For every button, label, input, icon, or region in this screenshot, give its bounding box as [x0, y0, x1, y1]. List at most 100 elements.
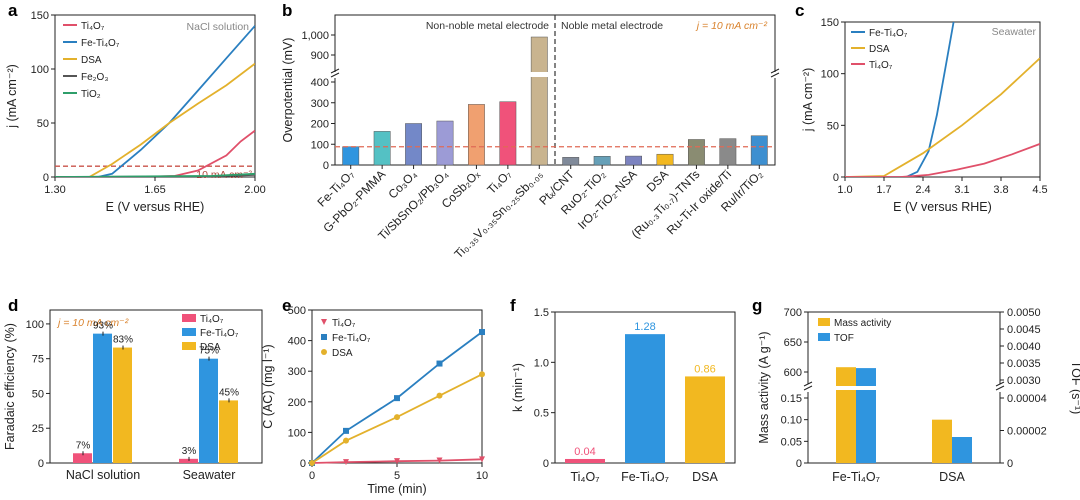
panel-d-y-tick-label: 100 — [26, 319, 44, 331]
panel-e-y-tick-label: 400 — [288, 336, 306, 348]
panel-e-xlabel: Time (min) — [367, 482, 426, 496]
panel-c-y-tick-label: 150 — [821, 17, 839, 29]
panel-e-marker — [343, 437, 349, 444]
panel-c-x-tick-label: 4.5 — [1032, 184, 1047, 196]
panel-f-bar — [685, 376, 725, 463]
panel-d-axes — [49, 309, 263, 464]
panel-f-category-label: Ti₄O₇ — [570, 470, 599, 484]
panel-a-legend-label: Fe-Ti₄O₇ — [81, 38, 120, 49]
panel-label-c: c — [795, 1, 804, 20]
panel-c-legend-label: DSA — [869, 44, 890, 55]
panel-d-bar — [73, 453, 92, 463]
panel-g-legend-label: Mass activity — [834, 318, 891, 329]
panel-g-yr-tick-label: 0.00002 — [1007, 426, 1047, 438]
panel-g-yr-upper-tick-label: 0.0030 — [1007, 375, 1041, 387]
panel-c-series-Ti4O7 — [845, 143, 1040, 177]
panel-f-category-label: Fe-Ti₄O₇ — [621, 470, 669, 484]
panel-a-x-tick-label: 1.30 — [44, 184, 65, 196]
panel-d-y-tick-label: 50 — [32, 388, 44, 400]
panel-d-value-label: 83% — [113, 335, 133, 346]
panel-d-ylabel: Faradaic efficiency (%) — [3, 323, 17, 450]
panel-g-bar — [836, 367, 856, 463]
panel-d-legend-swatch — [182, 314, 196, 322]
panel-g-yl-tick-label: 0.15 — [781, 393, 802, 405]
panel-b-bar — [562, 157, 580, 166]
panel-c-axes — [844, 21, 1041, 178]
panel-c-series-DSA — [845, 57, 1040, 177]
panel-c-title: Seawater — [992, 26, 1037, 38]
panel-e-marker — [394, 395, 400, 402]
panel-g-yl-tick-label: 0.05 — [781, 436, 802, 448]
panel-b-bar — [468, 104, 485, 166]
panel-g-ylabel-right: TOF (s⁻¹) — [1069, 361, 1080, 415]
panel-c-line-FeTi4O7 — [845, 22, 955, 177]
panel-a-y-tick-label: 50 — [37, 118, 49, 130]
panel-f-ylabel: k (min⁻¹) — [511, 363, 525, 412]
panel-b-y-tick-label: 300 — [311, 98, 329, 110]
panel-b-bar — [530, 36, 548, 166]
panel-f-value-label: 0.04 — [574, 446, 595, 458]
panel-b-bar — [625, 155, 642, 166]
panel-a-line-DSA — [55, 62, 255, 177]
panel-b-section-right: Noble metal electrode — [561, 20, 663, 32]
panel-g-yr-tick-label: 0 — [1007, 458, 1013, 470]
panel-d-legend-label: DSA — [200, 342, 221, 353]
panel-a-legend-label: TiO₂ — [81, 89, 101, 100]
panel-d-bar — [113, 347, 132, 463]
panel-f-category-label: DSA — [692, 470, 718, 484]
panel-g-yl-tick-label: 0.10 — [781, 415, 802, 427]
panel-f-y-tick-label: 0 — [543, 458, 549, 470]
panel-a-x-tick-label: 1.65 — [144, 184, 165, 196]
panel-b-category-label: DSA — [644, 167, 671, 194]
panel-a-x-tick-label: 2.00 — [244, 184, 265, 196]
panel-label-a: a — [8, 1, 18, 20]
panel-c-x-tick-label: 2.4 — [915, 184, 930, 196]
panel-g-yr-upper-tick-label: 0.0050 — [1007, 307, 1041, 319]
panel-b-break-r — [770, 72, 780, 78]
panel-b-bar — [405, 123, 422, 166]
panel-c-x-tick-label: 1.0 — [837, 184, 852, 196]
panel-g-ylabel: Mass activity (A g⁻¹) — [757, 331, 771, 443]
panel-g-yr-upper-tick-label: 0.0035 — [1007, 358, 1041, 370]
panel-label-g: g — [752, 296, 762, 315]
panel-g-bar-break — [835, 386, 857, 390]
panel-c-series-FeTi4O7 — [845, 22, 955, 177]
panel-a-legend-label: Fe₂O₃ — [81, 72, 108, 83]
panel-d-category-label: NaCl solution — [66, 468, 140, 482]
panel-g-legend-swatch — [818, 333, 830, 341]
panel-g-yr-tick-label: 0.00004 — [1007, 393, 1047, 405]
panel-b-bar — [688, 139, 705, 166]
panel-d-y-tick-label: 75 — [32, 354, 44, 366]
panel-g-yr-upper-tick-label: 0.0040 — [1007, 341, 1041, 353]
panel-c-legend-label: Ti₄O₇ — [869, 60, 893, 71]
panel-e-legend-marker — [321, 349, 327, 355]
panel-f-y-tick-label: 1.5 — [534, 307, 549, 319]
panel-e-legend-marker — [321, 334, 327, 340]
panel-b-y-tick-label: 100 — [311, 139, 329, 151]
panel-b-break-l — [330, 72, 340, 78]
panel-f-value-label: 0.86 — [694, 363, 715, 375]
panel-e-y-tick-label: 500 — [288, 305, 306, 317]
panel-e-y-tick-label: 200 — [288, 397, 306, 409]
panel-g-category-label: Fe-Ti₄O₇ — [832, 470, 880, 484]
panel-b-y-tick-label: 400 — [311, 77, 329, 89]
panel-d-bar — [199, 358, 218, 463]
panel-d-bar — [93, 333, 112, 463]
panel-b-y-tick-label: 0 — [323, 160, 329, 172]
panel-label-f: f — [510, 296, 516, 315]
panel-b-y-upper-tick-label: 1,000 — [301, 30, 329, 42]
panel-b-y-upper-tick-label: 900 — [311, 50, 329, 62]
panel-f-bar — [565, 458, 605, 463]
panel-g-break-r — [995, 381, 1005, 387]
panel-e-ylabel: C (AC) (mg l⁻¹) — [261, 344, 275, 428]
panel-d-legend-swatch — [182, 328, 196, 336]
panel-d-y-tick-label: 0 — [38, 458, 44, 470]
panel-b-bar — [719, 138, 737, 166]
panel-a-series-Ti4O7 — [55, 129, 255, 177]
panel-e-y-tick-label: 0 — [300, 458, 306, 470]
panel-a-series-DSA — [55, 62, 255, 177]
panel-c-line-Ti4O7 — [845, 143, 1040, 177]
panel-c-xlabel: E (V versus RHE) — [893, 200, 992, 214]
panel-b-break-r — [770, 68, 780, 74]
